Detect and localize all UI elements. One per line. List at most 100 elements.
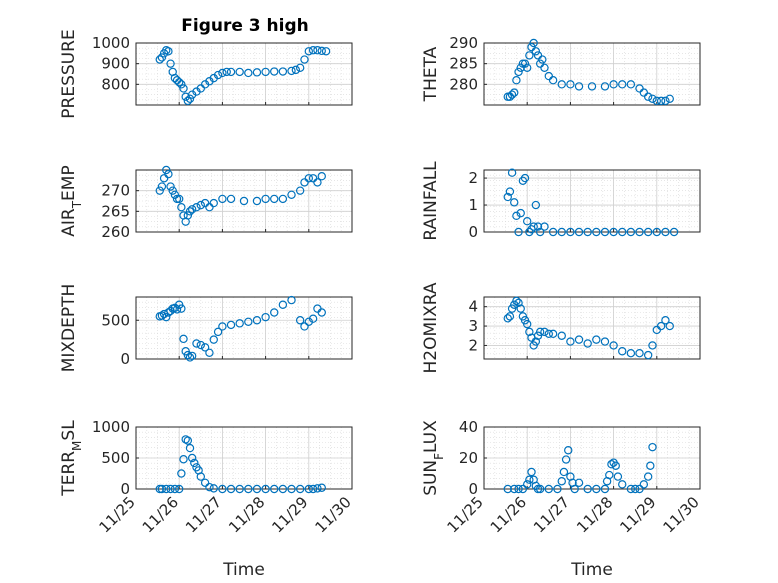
data-point — [244, 484, 253, 494]
data-point — [287, 190, 296, 199]
y-axis-label: SUNFLUX — [421, 420, 446, 496]
data-point — [525, 227, 534, 237]
data-point — [155, 186, 164, 195]
x-axis-label: Time — [570, 560, 613, 580]
axes-box — [483, 296, 701, 360]
data-point — [177, 202, 186, 212]
data-point — [287, 66, 296, 76]
data-point — [635, 84, 644, 93]
data-point — [523, 480, 532, 489]
subplot-3: 260 265 270 AIRTEMP — [59, 165, 353, 241]
data-point — [174, 78, 184, 87]
data-point — [609, 80, 618, 89]
data-point — [213, 327, 223, 337]
y-tick-label: 500 — [101, 311, 130, 329]
data-point — [570, 484, 579, 494]
data-point — [540, 63, 549, 73]
data-point — [540, 222, 549, 231]
data-point — [321, 47, 331, 56]
x-tick-label: 11/29 — [616, 493, 659, 536]
data-point — [162, 484, 171, 494]
axes-box — [135, 296, 353, 360]
data-point — [609, 341, 618, 350]
y-tick-label: 1000 — [92, 418, 130, 436]
data-point — [643, 472, 653, 481]
data-point — [510, 484, 519, 494]
data-point — [648, 442, 657, 452]
data-point — [196, 340, 205, 350]
data-point — [235, 67, 244, 77]
data-point — [648, 94, 657, 104]
x-tick-label: 11/25 — [444, 493, 487, 536]
data-point — [261, 484, 270, 494]
data-point — [270, 67, 279, 76]
data-point — [157, 182, 167, 191]
y-tick-label: 290 — [449, 34, 478, 52]
data-point — [566, 337, 575, 346]
data-point — [185, 443, 195, 453]
y-tick-label: 40 — [459, 418, 478, 436]
data-point — [177, 304, 186, 313]
data-point — [527, 467, 536, 477]
data-point — [192, 339, 201, 348]
data-point — [226, 320, 236, 330]
data-point — [185, 207, 195, 216]
data-point — [185, 94, 195, 104]
x-tick-label: 11/30 — [660, 493, 703, 536]
data-point — [503, 192, 512, 202]
y-axis-label: H2OMIXRA — [421, 282, 441, 373]
data-point — [516, 208, 525, 218]
axes-box — [135, 169, 353, 233]
data-point — [308, 174, 318, 183]
data-point — [557, 477, 566, 486]
x-tick-label: 11/25 — [96, 493, 139, 536]
data-point — [531, 47, 541, 56]
data-point — [669, 227, 679, 237]
data-point — [661, 227, 670, 237]
data-point — [235, 484, 244, 494]
data-point — [626, 80, 636, 89]
data-point — [553, 484, 562, 494]
data-point — [548, 227, 558, 237]
data-point — [531, 200, 541, 210]
data-point — [566, 227, 575, 237]
data-point — [639, 480, 649, 489]
figure-title: Figure 3 high — [181, 16, 309, 36]
axes-box — [135, 42, 353, 106]
data-point — [209, 198, 218, 208]
y-tick-label: 4 — [468, 298, 478, 316]
y-axis-label: RAINFALL — [421, 161, 441, 241]
data-point — [652, 96, 662, 106]
x-tick-label: 11/30 — [312, 493, 355, 536]
data-point — [505, 187, 515, 196]
data-point — [252, 196, 262, 206]
data-point — [618, 480, 627, 489]
data-point — [278, 484, 288, 494]
data-point — [525, 475, 534, 484]
data-point — [514, 298, 523, 308]
data-point — [592, 484, 601, 494]
data-point — [544, 484, 554, 494]
data-point — [190, 458, 199, 468]
data-point — [643, 350, 653, 360]
data-point — [503, 314, 512, 323]
data-point — [164, 47, 173, 56]
data-point — [561, 455, 571, 464]
data-point — [317, 483, 326, 492]
data-point — [300, 55, 309, 64]
y-axis-label: TERRMSL — [59, 420, 84, 497]
data-point — [661, 96, 670, 106]
data-point — [304, 47, 313, 56]
data-point — [317, 46, 326, 56]
data-point — [157, 311, 167, 320]
y-tick-label: 3 — [468, 317, 478, 335]
data-point — [535, 327, 545, 337]
subplot-7: 0 500 1000 11/25 11/26 11/27 11/28 11/29 11/30 TE… — [59, 418, 355, 580]
data-point — [540, 327, 549, 337]
data-point — [564, 446, 573, 455]
data-point — [313, 484, 322, 493]
data-point — [648, 341, 657, 350]
y-tick-label: 280 — [449, 75, 478, 93]
